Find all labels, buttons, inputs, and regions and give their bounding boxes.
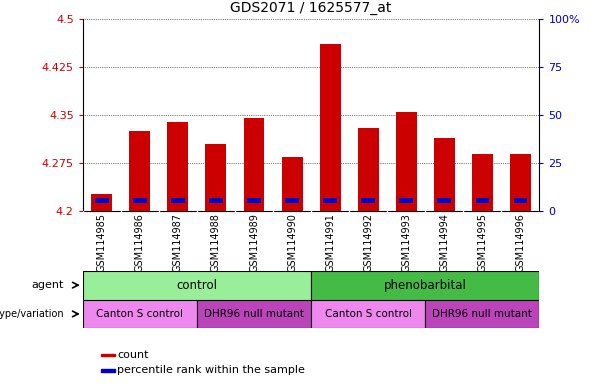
- Bar: [472, 154, 493, 211]
- Text: GSM114987: GSM114987: [173, 213, 183, 272]
- Bar: [514, 199, 527, 203]
- Text: percentile rank within the sample: percentile rank within the sample: [118, 366, 305, 376]
- Bar: [281, 157, 303, 211]
- Text: GSM114992: GSM114992: [363, 213, 373, 272]
- Text: GSM114996: GSM114996: [516, 213, 525, 272]
- Bar: [438, 199, 451, 203]
- Bar: [209, 199, 223, 203]
- Bar: [197, 300, 311, 328]
- Bar: [319, 43, 341, 211]
- Bar: [101, 369, 115, 372]
- Bar: [434, 137, 455, 211]
- Bar: [129, 131, 150, 211]
- Bar: [133, 199, 147, 203]
- Text: GSM114991: GSM114991: [325, 213, 335, 272]
- Bar: [247, 199, 261, 203]
- Bar: [362, 199, 375, 203]
- Text: phenobarbital: phenobarbital: [384, 279, 466, 291]
- Bar: [83, 300, 197, 328]
- Bar: [243, 118, 264, 211]
- Text: GSM114986: GSM114986: [135, 213, 145, 272]
- Bar: [167, 122, 188, 211]
- Text: GSM114985: GSM114985: [97, 213, 107, 272]
- Bar: [285, 199, 299, 203]
- Bar: [91, 194, 112, 211]
- Text: genotype/variation: genotype/variation: [0, 309, 64, 319]
- Text: GSM114994: GSM114994: [440, 213, 449, 272]
- Text: GSM114993: GSM114993: [402, 213, 411, 272]
- Bar: [205, 144, 226, 211]
- Bar: [323, 199, 337, 203]
- Text: GSM114988: GSM114988: [211, 213, 221, 272]
- Text: DHR96 null mutant: DHR96 null mutant: [204, 309, 304, 319]
- Bar: [95, 199, 109, 203]
- Bar: [311, 271, 539, 300]
- Bar: [510, 154, 531, 211]
- Text: control: control: [177, 279, 218, 291]
- Text: DHR96 null mutant: DHR96 null mutant: [432, 309, 532, 319]
- Text: GSM114990: GSM114990: [287, 213, 297, 272]
- Text: agent: agent: [31, 280, 64, 290]
- Bar: [311, 300, 425, 328]
- Title: GDS2071 / 1625577_at: GDS2071 / 1625577_at: [230, 2, 392, 15]
- Bar: [425, 300, 539, 328]
- Text: count: count: [118, 350, 149, 360]
- Bar: [358, 128, 379, 211]
- Text: GSM114989: GSM114989: [249, 213, 259, 272]
- Bar: [83, 271, 311, 300]
- Bar: [400, 199, 413, 203]
- Bar: [171, 199, 185, 203]
- Text: GSM114995: GSM114995: [478, 213, 487, 272]
- Bar: [101, 354, 115, 356]
- Bar: [476, 199, 489, 203]
- Text: Canton S control: Canton S control: [325, 309, 412, 319]
- Bar: [396, 112, 417, 211]
- Text: Canton S control: Canton S control: [96, 309, 183, 319]
